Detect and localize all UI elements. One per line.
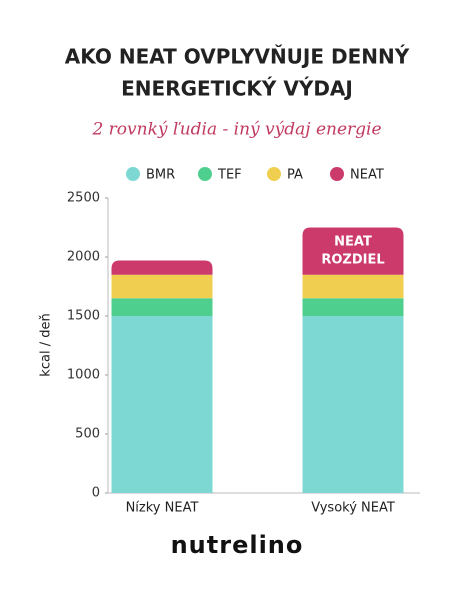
brand-logo: nutrelino: [171, 531, 304, 559]
legend-swatch: [126, 167, 140, 181]
bar-segment: [111, 298, 213, 316]
y-axis-label: kcal / deň: [39, 313, 54, 376]
bar-segment: [302, 274, 404, 299]
legend-swatch: [198, 167, 212, 181]
bar-segment: [302, 298, 404, 316]
legend-label: NEAT: [350, 168, 384, 183]
annotation: NEAT: [334, 235, 372, 250]
legend-label: TEF: [217, 168, 242, 183]
y-tick-label: 2500: [67, 191, 100, 206]
y-tick-label: 1000: [67, 368, 100, 383]
bar-segment: [302, 227, 404, 275]
chart-title: AKO NEAT OVPLYVŇUJE DENNÝ: [65, 45, 410, 69]
legend-label: PA: [287, 168, 303, 183]
y-tick-label: 1500: [67, 309, 100, 324]
bar-segment: [111, 274, 213, 299]
legend-swatch: [267, 167, 281, 181]
x-tick-label: Vysoký NEAT: [311, 501, 395, 516]
bar-segment: [302, 316, 404, 493]
y-tick-label: 500: [75, 427, 100, 442]
legend-swatch: [330, 167, 344, 181]
bar-segment: [111, 260, 213, 275]
legend-label: BMR: [146, 168, 175, 183]
y-tick-label: 2000: [67, 250, 100, 265]
x-tick-label: Nízky NEAT: [126, 501, 199, 516]
bar-segment: [111, 316, 213, 493]
annotation: ROZDIEL: [321, 253, 384, 268]
chart-subtitle: 2 rovnký ľudia - iný výdaj energie: [91, 120, 381, 140]
y-tick-label: 0: [92, 486, 100, 501]
chart-title: ENERGETICKÝ VÝDAJ: [121, 77, 353, 101]
